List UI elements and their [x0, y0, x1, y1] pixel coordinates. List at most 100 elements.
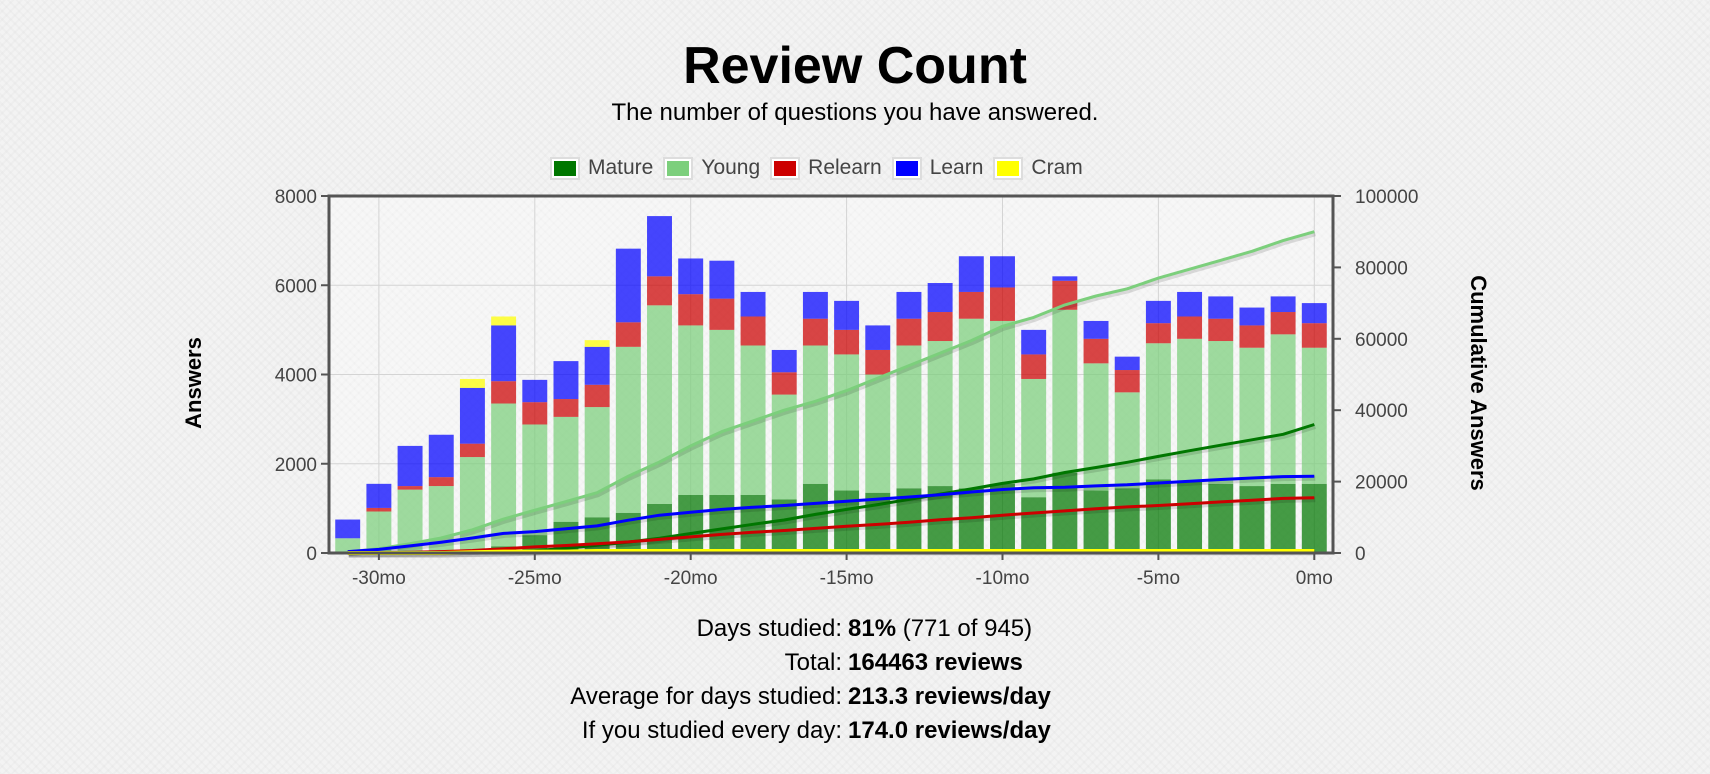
bar-relearn	[896, 318, 922, 346]
legend-item-mature[interactable]: Mature	[550, 156, 653, 180]
bar-learn	[958, 256, 984, 292]
bar-relearn	[397, 486, 423, 490]
y-left-tick-label: 2000	[275, 455, 317, 476]
bar-relearn	[428, 477, 454, 487]
bar-learn	[1052, 276, 1078, 281]
bar-learn	[1301, 303, 1327, 324]
bar-young	[990, 320, 1015, 484]
bar-young	[647, 305, 672, 504]
stat-total-value-wrap: 164463 reviews	[842, 646, 1023, 680]
bar-relearn	[459, 443, 485, 458]
bar-learn	[927, 283, 953, 313]
bar-young	[1270, 334, 1296, 484]
legend-color-learn	[895, 160, 918, 176]
bar-relearn	[647, 276, 672, 306]
legend-label-mature: Mature	[588, 156, 654, 179]
stat-total-label: Total:	[784, 649, 842, 676]
bar-mature	[1208, 483, 1234, 553]
bar-young	[1301, 347, 1327, 484]
x-tick-label: -5mo	[1137, 568, 1180, 589]
legend-label-young: Young	[701, 156, 761, 179]
bar-learn	[459, 387, 485, 444]
bar-young	[1208, 341, 1234, 484]
bar-learn	[834, 300, 860, 330]
legend-swatch-cram	[993, 156, 1024, 180]
bar-learn	[491, 325, 517, 382]
bar-relearn	[709, 298, 735, 330]
bar-relearn	[802, 318, 828, 346]
bar-relearn	[771, 372, 797, 395]
x-tick-label: -10mo	[976, 568, 1030, 589]
bar-mature	[647, 503, 672, 553]
bar-learn	[1021, 329, 1047, 355]
bar-mature	[1301, 483, 1327, 553]
bar-relearn	[1114, 370, 1140, 393]
legend-item-young[interactable]: Young	[663, 156, 760, 180]
bar-mature	[1177, 481, 1203, 553]
bar-learn	[1239, 307, 1265, 326]
bar-mature	[1083, 490, 1109, 553]
stat-every-day: If you studied every day: 174.0 reviews/…	[0, 714, 1710, 748]
bar-relearn	[990, 287, 1015, 321]
bar-relearn	[1301, 323, 1327, 348]
bar-relearn	[1239, 325, 1265, 348]
bar-learn	[335, 519, 361, 539]
bar-relearn	[1083, 338, 1109, 364]
bar-learn	[553, 361, 579, 400]
bar-relearn	[522, 402, 548, 425]
bar-young	[709, 329, 735, 495]
bar-learn	[1208, 296, 1234, 319]
y-left-tick-label: 4000	[275, 366, 317, 387]
legend-color-relearn	[774, 160, 797, 176]
stat-every-day-value: 174.0 reviews/day	[848, 717, 1051, 744]
bar-mature	[709, 494, 735, 553]
bar-young	[522, 424, 548, 536]
x-tick-label: -30mo	[352, 568, 406, 589]
bar-relearn	[1270, 312, 1296, 335]
legend-color-young	[667, 160, 690, 176]
legend-label-learn: Learn	[929, 156, 984, 179]
bar-learn	[740, 291, 766, 317]
legend-swatch-learn	[891, 156, 922, 180]
stat-days-studied-pct: 81%	[848, 615, 897, 642]
bar-relearn	[553, 399, 579, 417]
bar-learn	[615, 248, 641, 323]
bar-mature	[1114, 488, 1140, 553]
stat-average-value: 213.3 reviews/day	[848, 683, 1051, 710]
bar-mature	[1239, 486, 1265, 553]
bar-learn	[896, 291, 922, 319]
legend-color-mature	[554, 160, 576, 176]
y-right-tick-label: 100000	[1355, 187, 1418, 208]
stat-every-day-label: If you studied every day:	[581, 717, 842, 744]
bar-learn	[1177, 291, 1203, 317]
bar-young	[865, 374, 891, 493]
legend-item-cram[interactable]: Cram	[993, 156, 1083, 180]
bar-relearn	[491, 381, 517, 404]
bar-young	[584, 407, 610, 518]
stat-average: Average for days studied: 213.3 reviews/…	[0, 680, 1710, 714]
legend-color-cram	[997, 160, 1020, 176]
bar-young	[615, 346, 641, 513]
legend-item-learn[interactable]: Learn	[891, 156, 984, 180]
bar-learn	[709, 260, 735, 299]
bar-relearn	[584, 384, 610, 408]
legend-swatch-relearn	[770, 156, 801, 180]
bar-relearn	[958, 291, 984, 319]
y-right-tick-label: 80000	[1355, 258, 1408, 279]
stat-total: Total: 164463 reviews	[0, 646, 1710, 680]
bar-young	[958, 318, 984, 489]
x-tick-label: -20mo	[664, 568, 718, 589]
bar-learn	[771, 349, 797, 373]
bar-learn	[1145, 300, 1171, 324]
bar-mature	[802, 483, 828, 553]
bar-learn	[366, 483, 392, 508]
legend-item-relearn[interactable]: Relearn	[770, 156, 882, 180]
bar-learn	[522, 379, 548, 403]
bar-learn	[678, 258, 704, 295]
chart-legend: Mature Young Relearn Learn Cram	[550, 152, 1093, 184]
stat-average-value-wrap: 213.3 reviews/day	[842, 680, 1051, 714]
bar-young	[678, 325, 704, 495]
y-right-tick-label: 0	[1355, 544, 1366, 565]
bar-young	[1177, 338, 1203, 482]
